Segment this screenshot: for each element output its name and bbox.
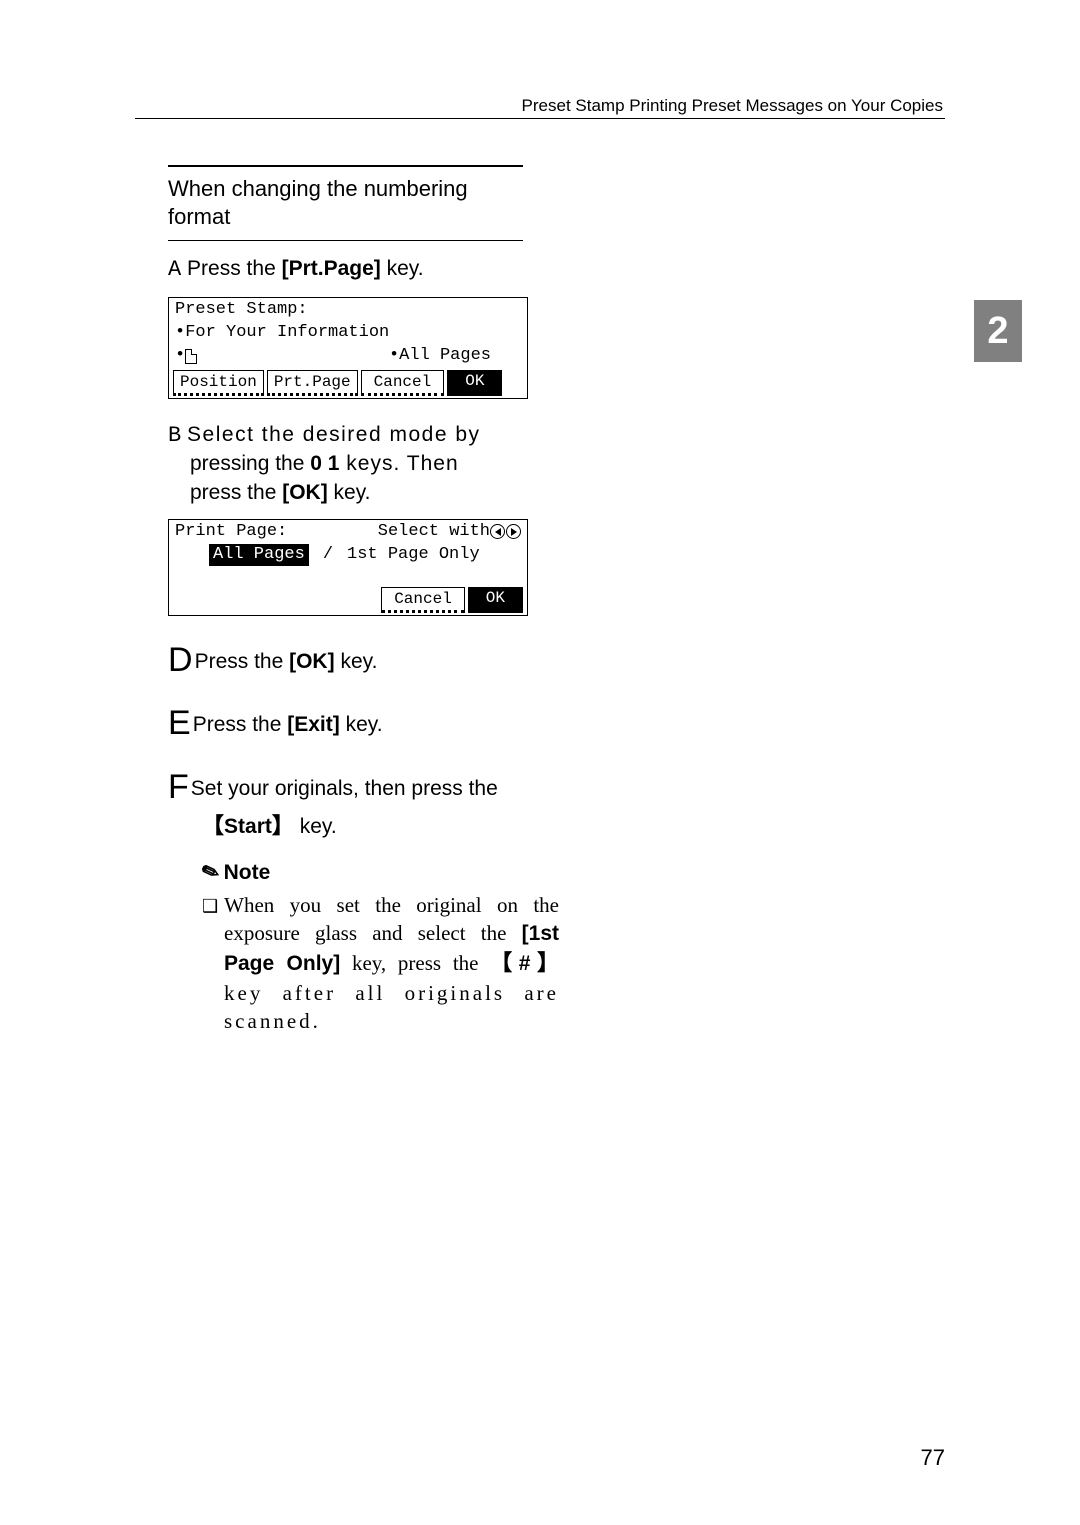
step-e-text-a: Press the [193, 713, 288, 736]
lcd2-row2: All Pages / 1st Page Only [169, 543, 527, 566]
step-e: EPress the [Exit] key. [168, 701, 568, 747]
lcd2-row1: Print Page: Select with [169, 520, 527, 543]
hash-key-bracket-open: 【 [490, 950, 519, 975]
pencil-icon: ✎ [198, 857, 223, 887]
main-content: When changing the numbering format A Pre… [168, 165, 568, 1035]
hash-key-label: # [519, 952, 531, 975]
lcd1-row1: Preset Stamp: [169, 298, 527, 321]
section-title-line1: When changing the numbering [168, 176, 468, 201]
step-f-letter: F [168, 768, 189, 806]
chapter-tab: 2 [974, 300, 1022, 362]
prt-page-key-label: [Prt.Page] [282, 257, 381, 280]
lcd1-row3-right: •All Pages [389, 345, 491, 366]
cancel-button-2[interactable]: Cancel [381, 587, 465, 613]
note-text-c: key after all originals are scanned. [224, 981, 559, 1033]
position-button[interactable]: Position [173, 370, 264, 396]
note-bullet-icon: ❑ [202, 896, 218, 916]
prt-page-button[interactable]: Prt.Page [267, 370, 358, 396]
header-rule [135, 118, 945, 119]
step-a: A Press the [Prt.Page] key. [168, 255, 568, 285]
first-page-only-option[interactable]: 1st Page Only [347, 544, 480, 565]
lcd2-buttons: Cancel OK [169, 585, 527, 615]
start-key-bracket-open: 【 [202, 813, 224, 838]
section-rule-bottom [168, 240, 523, 242]
start-key-bracket-close: 】 [272, 813, 294, 838]
start-key-label: Start [224, 815, 272, 838]
step-b-line2b: keys. Then [339, 452, 458, 475]
lcd2-row1-right: Select with [378, 521, 490, 542]
step-b: B Select the desired mode by pressing th… [168, 421, 568, 507]
ok-key-label: [OK] [282, 481, 328, 504]
note-text-b: key, press the [340, 951, 490, 975]
arrow-keys-icon [490, 524, 521, 539]
step-a-letter: A [168, 257, 181, 282]
step-a-text-prefix: Press the [187, 257, 282, 280]
exit-key-label: [Exit] [287, 713, 340, 736]
step-e-text-b: key. [340, 713, 383, 736]
step-b-letter: B [168, 423, 181, 448]
page-number: 77 [921, 1445, 945, 1471]
step-d-letter: D [168, 641, 193, 679]
all-pages-option[interactable]: All Pages [209, 544, 309, 565]
page-icon [185, 349, 197, 364]
arrow-keys-label: 0 1 [310, 452, 339, 475]
step-b-line3b: key. [328, 481, 371, 504]
note-heading-text: Note [224, 861, 271, 884]
cancel-button[interactable]: Cancel [361, 370, 445, 396]
option-separator: / [323, 544, 333, 565]
lcd1-row3: • •All Pages [169, 344, 527, 367]
lcd2-spacer [169, 567, 527, 585]
running-header: Preset Stamp Printing Preset Messages on… [522, 96, 943, 116]
step-f: FSet your originals, then press the 【Sta… [168, 765, 568, 841]
section-rule-top [168, 165, 523, 167]
lcd-print-page: Print Page: Select with All Pages / 1st … [168, 519, 528, 616]
lcd1-row3-left: • [175, 345, 185, 366]
step-b-line1: Select the desired mode by [187, 423, 480, 446]
lcd1-buttons: Position Prt.Page Cancel OK [169, 368, 527, 398]
note-text-a: When you set the original on the exposur… [224, 893, 559, 945]
step-e-letter: E [168, 704, 191, 742]
step-f-line1: Set your originals, then press the [191, 777, 498, 800]
ok-button-2[interactable]: OK [468, 587, 523, 613]
step-d-text-b: key. [335, 650, 378, 673]
step-f-line2b: key. [294, 815, 337, 838]
note-body: ❑When you set the original on the exposu… [224, 891, 559, 1036]
ok-button[interactable]: OK [447, 370, 502, 396]
section-heading: When changing the numbering format [168, 175, 523, 232]
step-d: DPress the [OK] key. [168, 638, 568, 684]
hash-key-bracket-close: 】 [530, 950, 559, 975]
step-a-text-suffix: key. [381, 257, 424, 280]
step-b-line2a: pressing the [190, 452, 310, 475]
step-b-line3a: press the [190, 481, 282, 504]
lcd1-row2: •For Your Information [169, 321, 527, 344]
step-d-text-a: Press the [195, 650, 290, 673]
note-heading: ✎Note [202, 860, 568, 885]
section-title-line2: format [168, 204, 230, 229]
ok-key-label-2: [OK] [289, 650, 335, 673]
lcd-preset-stamp: Preset Stamp: •For Your Information • •A… [168, 297, 528, 399]
lcd2-row1-left: Print Page: [175, 521, 287, 542]
